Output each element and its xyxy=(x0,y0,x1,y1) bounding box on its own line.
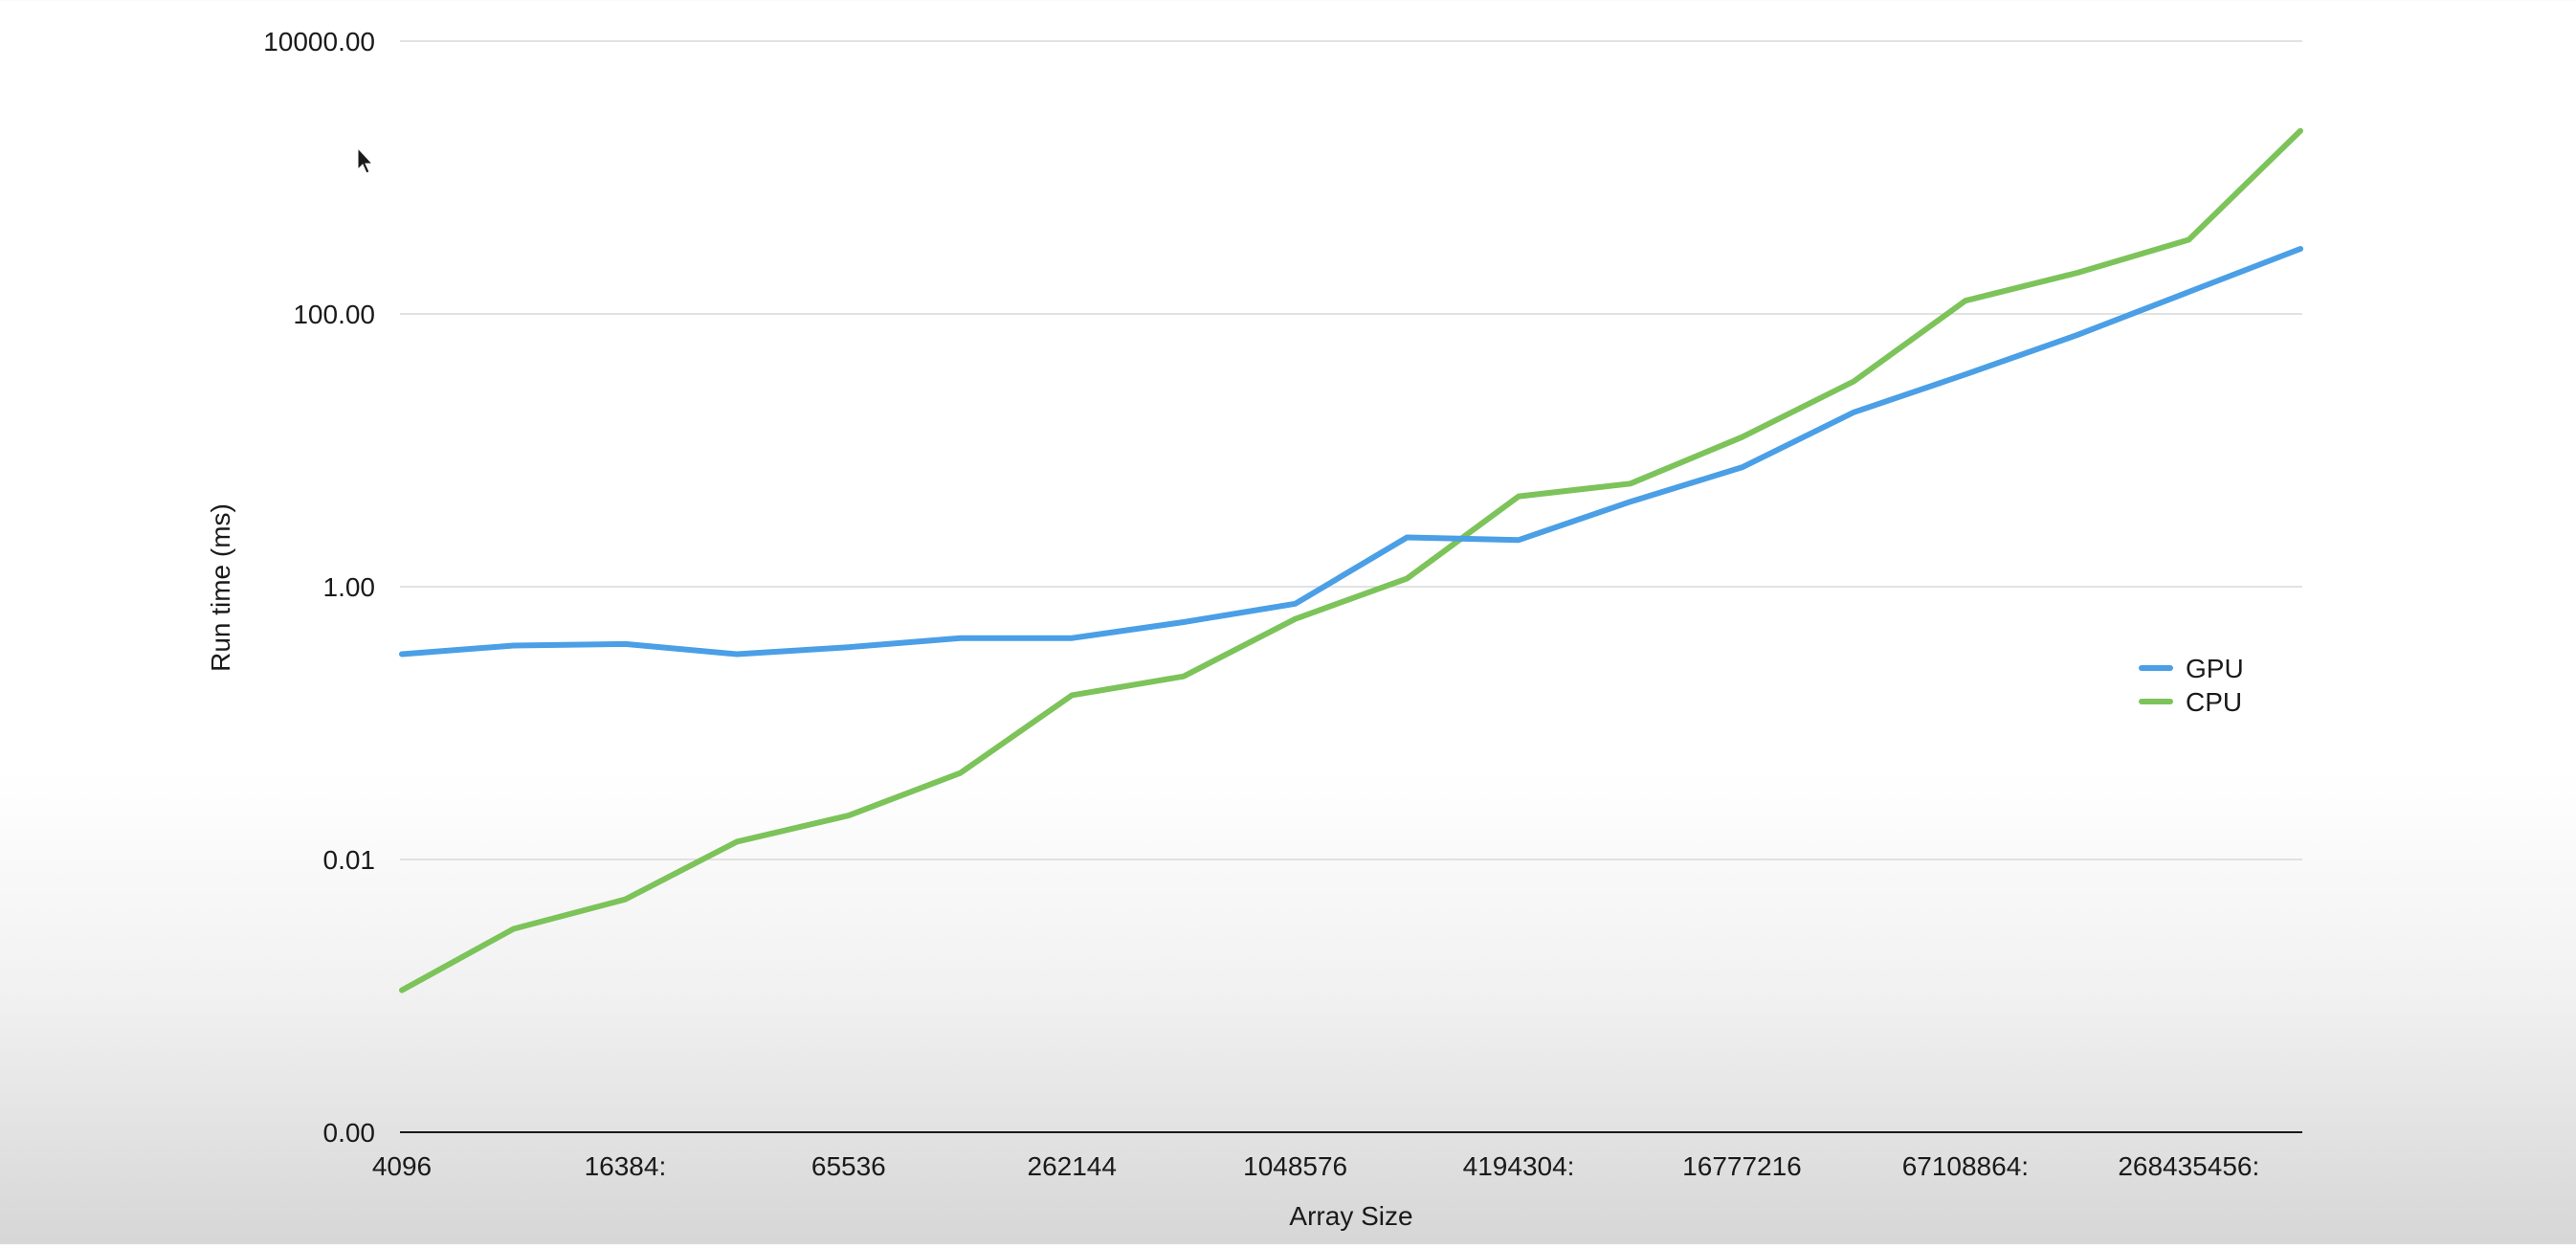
x-tick-label-8: 268435456: xyxy=(2118,1151,2259,1181)
legend-label-cpu: CPU xyxy=(2186,687,2242,717)
x-tick-label-1: 16384: xyxy=(585,1151,667,1181)
data-point-gpu-13 xyxy=(1851,410,1856,415)
data-point-gpu-4 xyxy=(846,644,852,650)
data-point-gpu-16 xyxy=(2186,289,2191,295)
data-point-cpu-5 xyxy=(958,770,964,776)
legend: GPU CPU xyxy=(2139,654,2244,717)
data-point-gpu-14 xyxy=(1963,371,1968,377)
data-point-gpu-1 xyxy=(511,643,517,649)
x-tick-label-0: 4096 xyxy=(372,1151,432,1181)
x-axis-label: Array Size xyxy=(1289,1201,1412,1231)
data-point-gpu-8 xyxy=(1293,601,1299,607)
data-point-cpu-17 xyxy=(2298,128,2303,134)
data-point-cpu-16 xyxy=(2186,236,2191,242)
x-tick-label-3: 262144 xyxy=(1028,1151,1117,1181)
data-point-cpu-4 xyxy=(846,813,852,818)
data-point-cpu-13 xyxy=(1851,379,1856,385)
data-point-gpu-5 xyxy=(958,636,964,641)
legend-label-gpu: GPU xyxy=(2186,654,2244,683)
data-point-gpu-10 xyxy=(1516,537,1521,543)
data-point-cpu-15 xyxy=(2075,270,2080,276)
grid-layer xyxy=(400,40,2302,860)
data-point-cpu-6 xyxy=(1069,692,1075,698)
x-tick-label-2: 65536 xyxy=(811,1151,886,1181)
data-point-gpu-7 xyxy=(1181,619,1187,625)
x-axis-ticks: 4096 16384: 65536 262144 1048576 4194304: 1677… xyxy=(372,1151,2259,1181)
data-point-gpu-0 xyxy=(399,652,405,658)
data-point-gpu-17 xyxy=(2298,246,2303,252)
y-axis-ticks: 0.00 0.01 1.00 100.00 10000.00 xyxy=(263,27,375,1148)
mouse-cursor-icon xyxy=(357,146,374,174)
data-point-cpu-12 xyxy=(1739,435,1744,440)
y-tick-label-3: 100.00 xyxy=(293,300,375,329)
y-tick-label-0: 0.00 xyxy=(323,1118,376,1148)
series-layer xyxy=(399,127,2303,993)
data-point-cpu-1 xyxy=(511,926,517,931)
series-line-cpu xyxy=(399,127,2303,993)
data-point-cpu-2 xyxy=(622,897,628,903)
data-point-cpu-3 xyxy=(734,838,740,844)
data-point-gpu-9 xyxy=(1404,534,1410,540)
data-point-gpu-6 xyxy=(1069,636,1075,641)
data-point-cpu-10 xyxy=(1516,494,1521,500)
data-point-cpu-7 xyxy=(1181,674,1187,680)
data-point-cpu-0 xyxy=(399,988,405,993)
y-tick-label-4: 10000.00 xyxy=(263,27,375,56)
data-point-gpu-12 xyxy=(1739,464,1744,470)
y-tick-label-2: 1.00 xyxy=(323,572,376,602)
y-axis-label: Run time (ms) xyxy=(206,503,235,672)
x-tick-label-5: 4194304: xyxy=(1463,1151,1575,1181)
data-point-gpu-2 xyxy=(622,641,628,647)
x-tick-label-6: 16777216 xyxy=(1682,1151,1802,1181)
data-point-gpu-11 xyxy=(1628,499,1633,504)
x-tick-label-7: 67108864: xyxy=(1902,1151,2029,1181)
data-point-gpu-15 xyxy=(2075,332,2080,338)
y-tick-label-1: 0.01 xyxy=(323,845,376,875)
x-tick-label-4: 1048576 xyxy=(1243,1151,1347,1181)
data-point-cpu-11 xyxy=(1628,480,1633,486)
data-point-cpu-8 xyxy=(1293,616,1299,622)
data-point-gpu-3 xyxy=(734,652,740,658)
series-line-gpu xyxy=(399,246,2303,658)
data-point-cpu-9 xyxy=(1404,575,1410,581)
data-point-cpu-14 xyxy=(1963,298,1968,303)
